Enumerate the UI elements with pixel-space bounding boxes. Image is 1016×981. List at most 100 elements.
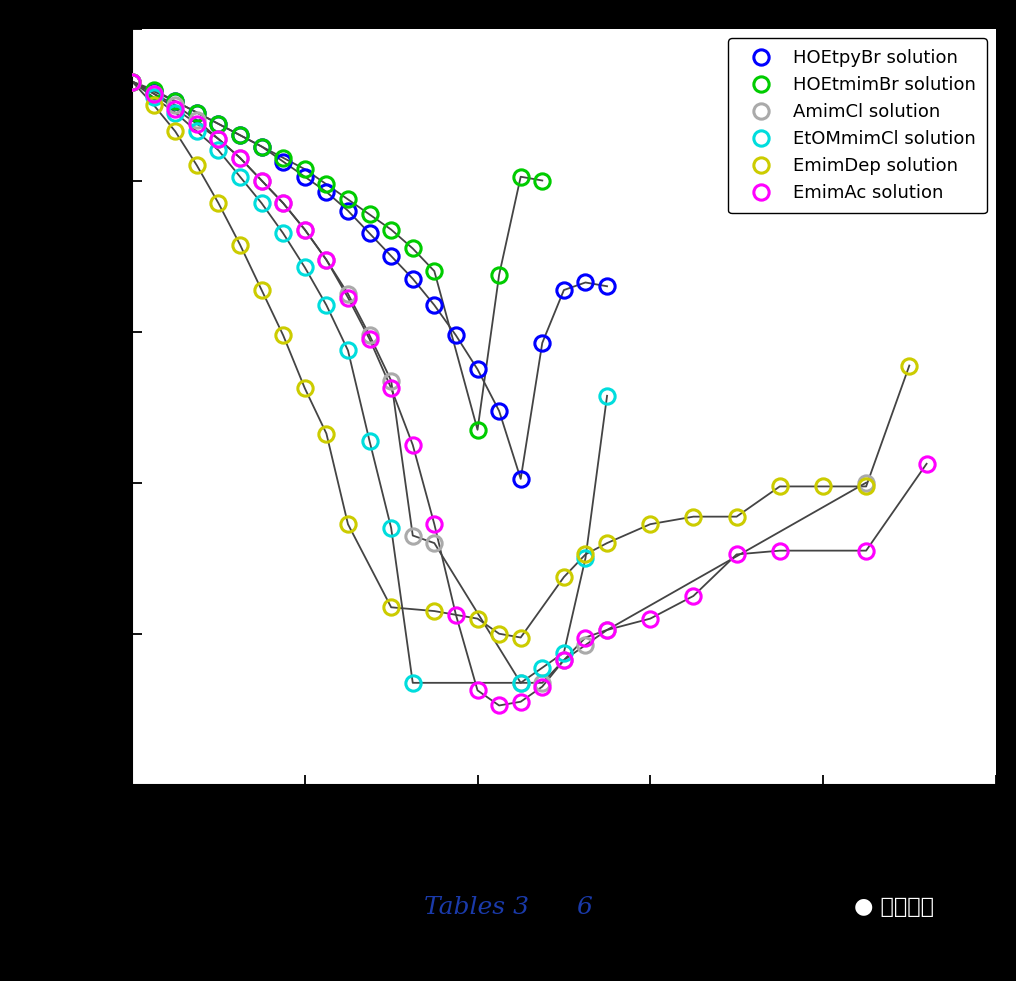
EmimAc solution — [341, 291, 355, 303]
AmimCl solution — [256, 175, 268, 186]
HOEtpyBr solution — [234, 129, 246, 141]
EmimDep solution — [191, 160, 203, 172]
EtOMmimCl solution — [341, 344, 355, 356]
HOEtmimBr solution — [364, 209, 376, 221]
HOEtmimBr solution — [536, 175, 549, 186]
EmimDep solution — [817, 481, 829, 492]
HOEtpyBr solution — [277, 156, 290, 168]
EmimDep solution — [493, 628, 505, 640]
HOEtmimBr solution — [212, 118, 225, 129]
HOEtpyBr solution — [471, 364, 484, 376]
EtOMmimCl solution — [299, 262, 311, 274]
EtOMmimCl solution — [320, 299, 332, 311]
HOEtmimBr solution — [147, 84, 160, 96]
EmimDep solution — [600, 538, 613, 549]
Line: EmimAc solution: EmimAc solution — [124, 74, 935, 713]
EmimDep solution — [688, 511, 700, 523]
EmimDep solution — [429, 605, 441, 617]
EtOMmimCl solution — [126, 76, 138, 87]
EmimAc solution — [644, 613, 656, 625]
HOEtmimBr solution — [406, 242, 419, 254]
EmimAc solution — [256, 175, 268, 186]
HOEtpyBr solution — [558, 284, 570, 296]
EmimDep solution — [147, 99, 160, 111]
EmimAc solution — [515, 696, 527, 707]
AmimCl solution — [536, 677, 549, 689]
HOEtpyBr solution — [429, 299, 441, 311]
Text: Tables 3      6: Tables 3 6 — [424, 896, 592, 919]
EmimAc solution — [579, 632, 591, 644]
EmimAc solution — [558, 654, 570, 666]
Line: HOEtmimBr solution: HOEtmimBr solution — [124, 74, 550, 438]
Line: HOEtpyBr solution: HOEtpyBr solution — [124, 74, 615, 487]
EmimDep solution — [731, 511, 743, 523]
EmimAc solution — [234, 152, 246, 164]
HOEtmimBr solution — [234, 129, 246, 141]
HOEtpyBr solution — [406, 273, 419, 284]
EmimDep solution — [234, 238, 246, 250]
HOEtpyBr solution — [579, 277, 591, 288]
EmimDep solution — [320, 428, 332, 439]
EtOMmimCl solution — [536, 662, 549, 674]
AmimCl solution — [860, 477, 872, 489]
EmimDep solution — [774, 481, 786, 492]
HOEtmimBr solution — [299, 163, 311, 175]
HOEtpyBr solution — [256, 140, 268, 152]
EmimDep solution — [170, 126, 182, 137]
AmimCl solution — [364, 330, 376, 341]
HOEtpyBr solution — [515, 473, 527, 485]
HOEtmimBr solution — [170, 95, 182, 107]
EmimDep solution — [860, 481, 872, 492]
EtOMmimCl solution — [385, 522, 397, 534]
EmimDep solution — [126, 76, 138, 87]
HOEtmimBr solution — [256, 140, 268, 152]
EmimDep solution — [277, 330, 290, 341]
EmimAc solution — [860, 544, 872, 556]
AmimCl solution — [341, 288, 355, 300]
EmimAc solution — [212, 133, 225, 145]
AmimCl solution — [126, 76, 138, 87]
EmimAc solution — [170, 103, 182, 115]
Line: EmimDep solution: EmimDep solution — [124, 74, 917, 645]
EtOMmimCl solution — [600, 389, 613, 401]
AmimCl solution — [320, 254, 332, 266]
HOEtmimBr solution — [515, 171, 527, 182]
EmimAc solution — [429, 518, 441, 530]
EmimAc solution — [600, 624, 613, 636]
EtOMmimCl solution — [147, 91, 160, 103]
EmimDep solution — [341, 518, 355, 530]
AmimCl solution — [191, 114, 203, 126]
EmimAc solution — [299, 224, 311, 235]
HOEtpyBr solution — [450, 330, 462, 341]
HOEtmimBr solution — [320, 179, 332, 190]
AmimCl solution — [299, 224, 311, 235]
EmimDep solution — [579, 548, 591, 560]
AmimCl solution — [277, 197, 290, 209]
HOEtpyBr solution — [493, 405, 505, 417]
EtOMmimCl solution — [234, 171, 246, 182]
EmimAc solution — [688, 590, 700, 601]
HOEtpyBr solution — [385, 250, 397, 262]
Legend: HOEtpyBr solution, HOEtmimBr solution, AmimCl solution, EtOMmimCl solution, Emim: HOEtpyBr solution, HOEtmimBr solution, A… — [727, 38, 987, 213]
Text: ● 泰科科技: ● 泰科科技 — [854, 898, 934, 917]
HOEtmimBr solution — [191, 107, 203, 119]
EmimDep solution — [644, 518, 656, 530]
EmimDep solution — [212, 197, 225, 209]
AmimCl solution — [212, 133, 225, 145]
HOEtpyBr solution — [364, 228, 376, 239]
AmimCl solution — [234, 152, 246, 164]
AmimCl solution — [515, 677, 527, 689]
HOEtpyBr solution — [126, 76, 138, 87]
AmimCl solution — [429, 538, 441, 549]
Line: AmimCl solution: AmimCl solution — [124, 74, 874, 691]
EmimDep solution — [515, 632, 527, 644]
AmimCl solution — [170, 99, 182, 111]
AmimCl solution — [558, 654, 570, 666]
AmimCl solution — [579, 640, 591, 651]
HOEtmimBr solution — [277, 152, 290, 164]
EtOMmimCl solution — [558, 646, 570, 658]
HOEtpyBr solution — [170, 95, 182, 107]
AmimCl solution — [406, 530, 419, 542]
EmimDep solution — [903, 360, 915, 372]
AmimCl solution — [600, 624, 613, 636]
